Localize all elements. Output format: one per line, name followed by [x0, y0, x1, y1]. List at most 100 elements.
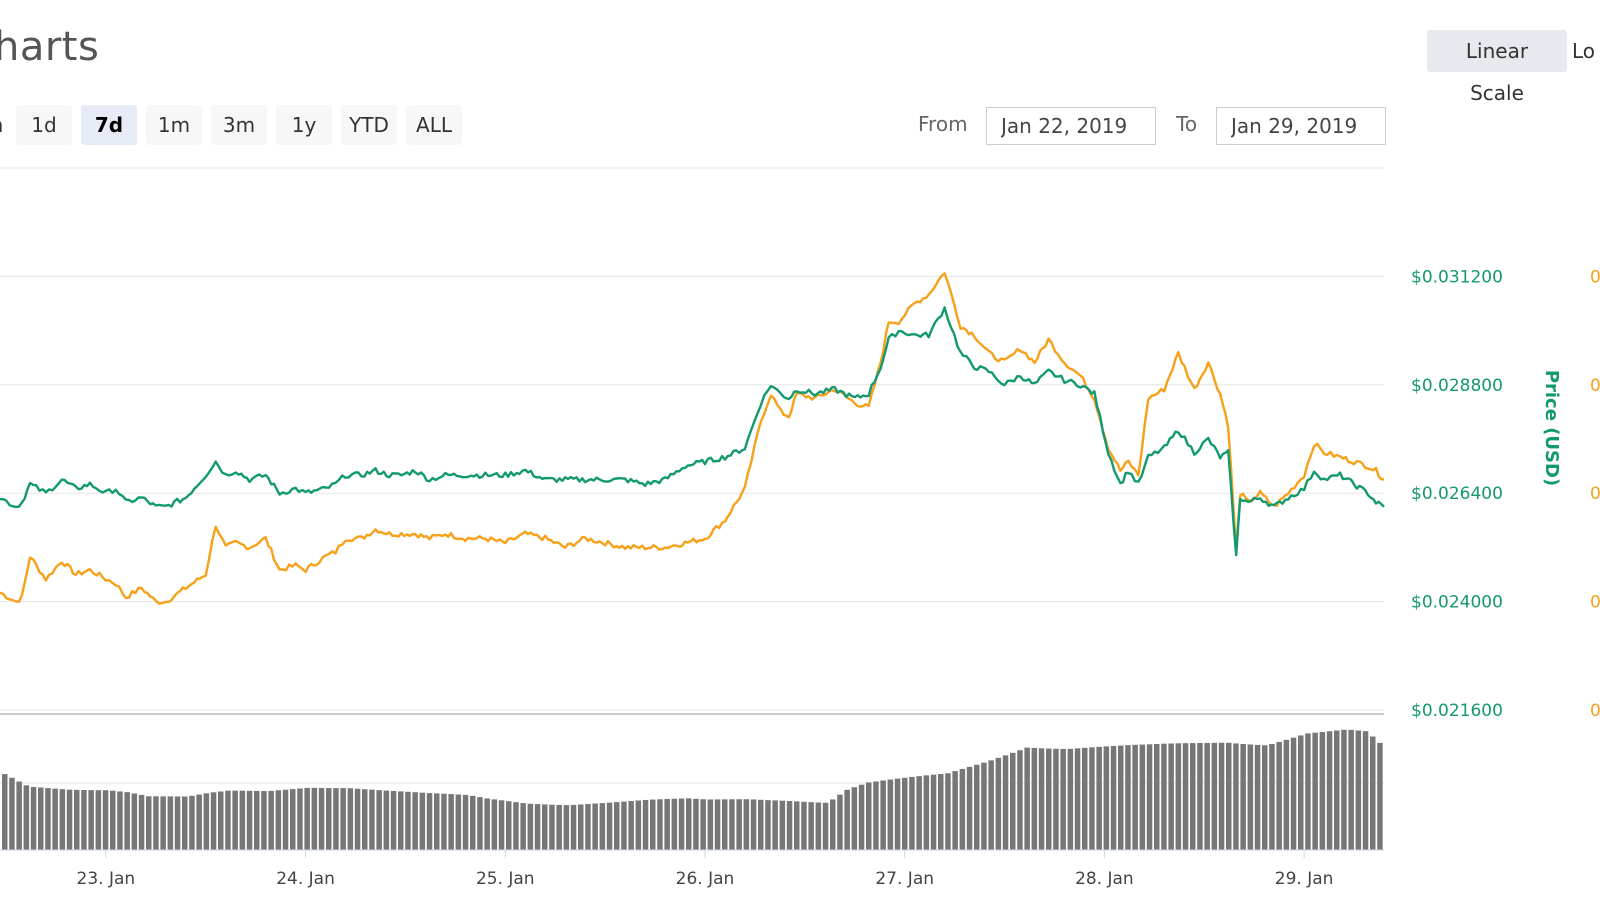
volume-bar [462, 794, 469, 850]
volume-bar [837, 794, 843, 850]
volume-bar [1348, 729, 1354, 850]
x-axis-ticks: 23. Jan 24. Jan 25. Jan 26. Jan 27. Jan 28. J… [77, 850, 1334, 889]
volume-bar [477, 797, 483, 850]
volume-bar [232, 790, 238, 850]
from-date-input[interactable] [986, 107, 1156, 145]
volume-bar [671, 798, 678, 850]
volume-bar [1154, 743, 1160, 850]
volume-bar [1254, 744, 1261, 850]
volume-bar [16, 781, 22, 850]
volume-bar [635, 800, 642, 850]
volume-bar [707, 799, 714, 850]
volume-bar [390, 790, 397, 850]
volume-bar [902, 777, 908, 850]
y-axis-label: Price (USD) [1541, 370, 1562, 486]
volume-bar [412, 792, 418, 850]
volume-bar [966, 766, 973, 850]
volume-bar [959, 768, 966, 850]
volume-bar [1053, 748, 1059, 850]
volume-bar [1233, 743, 1239, 850]
y-tick-label-secondary: 0 [1590, 593, 1600, 613]
volume-bar [189, 795, 195, 850]
volume-bar [743, 799, 750, 850]
range-button-1y[interactable]: 1y [276, 105, 332, 145]
volume-bar [196, 794, 202, 850]
volume-bar [225, 790, 231, 850]
y-tick-label-secondary: 0 [1590, 376, 1600, 396]
volume-bar [102, 790, 109, 850]
to-date-input[interactable] [1216, 107, 1386, 145]
volume-bar [614, 802, 620, 850]
volume-bar [304, 787, 310, 850]
volume-bar [455, 794, 462, 850]
volume-bar [340, 788, 346, 850]
volume-bar [628, 801, 634, 850]
volume-bar [1370, 736, 1376, 850]
volume-bar [254, 790, 260, 850]
volume-bar [858, 784, 865, 850]
volume-bar [59, 789, 66, 850]
volume-bar [664, 798, 670, 850]
volume-bar [448, 794, 454, 850]
volume-bar [657, 799, 663, 850]
volume-bar [1067, 748, 1074, 850]
volume-bar [290, 789, 296, 850]
volume-bar [1276, 741, 1282, 850]
volume-bar [513, 802, 519, 850]
volume-bar [146, 796, 152, 850]
volume-bar [426, 793, 433, 850]
volume-bar [1190, 743, 1196, 850]
volume-bar [1218, 742, 1225, 850]
volume-bar [995, 757, 1002, 850]
volume-bar [873, 781, 879, 850]
volume-bar [592, 803, 598, 850]
range-button-partial[interactable]: n [0, 105, 8, 145]
volume-bar [736, 799, 742, 850]
volume-bar [1024, 747, 1030, 850]
volume-bar [333, 788, 339, 850]
volume-bar [1334, 730, 1340, 850]
volume-bar [383, 790, 390, 850]
volume-bar [693, 798, 699, 850]
range-button-1m[interactable]: 1m [146, 105, 202, 145]
volume-bar [930, 774, 937, 850]
range-button-all[interactable]: ALL [406, 105, 462, 145]
volume-bar [765, 800, 771, 850]
y-tick-label: $0.021600 [1411, 701, 1503, 721]
volume-bar [686, 798, 692, 850]
range-button-3m[interactable]: 3m [211, 105, 267, 145]
volume-bar [1362, 731, 1369, 850]
volume-bar [1082, 747, 1088, 850]
volume-bar [786, 800, 793, 850]
linear-scale-button[interactable]: Linear Scale [1427, 30, 1567, 105]
volume-bar [650, 799, 656, 850]
volume-bar [362, 789, 368, 850]
volume-bar [981, 762, 987, 850]
volume-bar [851, 787, 858, 850]
log-scale-button[interactable]: Lo [1572, 39, 1596, 63]
y-tick-label-secondary: 0 [1590, 484, 1600, 504]
volume-bar [1283, 739, 1290, 850]
range-button-1d[interactable]: 1d [16, 105, 72, 145]
volume-bar [621, 801, 627, 850]
volume-bar [844, 789, 850, 850]
range-button-ytd[interactable]: YTD [341, 105, 397, 145]
volume-bar [1377, 742, 1383, 850]
x-tick-label: 29. Jan [1275, 869, 1334, 889]
volume-bar [1118, 745, 1124, 850]
volume-bar [534, 804, 541, 850]
volume-bar [1096, 746, 1102, 850]
volume-bar [81, 790, 87, 850]
volume-bar [153, 796, 159, 850]
range-button-7d[interactable]: 7d [81, 105, 137, 145]
volume-bars [0, 729, 1384, 851]
volume-bar [599, 803, 606, 850]
from-label: From [918, 112, 968, 136]
volume-bar [1017, 750, 1023, 850]
volume-bar [369, 789, 375, 850]
volume-bar [952, 771, 958, 850]
volume-bar [750, 799, 757, 850]
volume-bar [1168, 743, 1174, 850]
volume-bar [1211, 742, 1218, 850]
